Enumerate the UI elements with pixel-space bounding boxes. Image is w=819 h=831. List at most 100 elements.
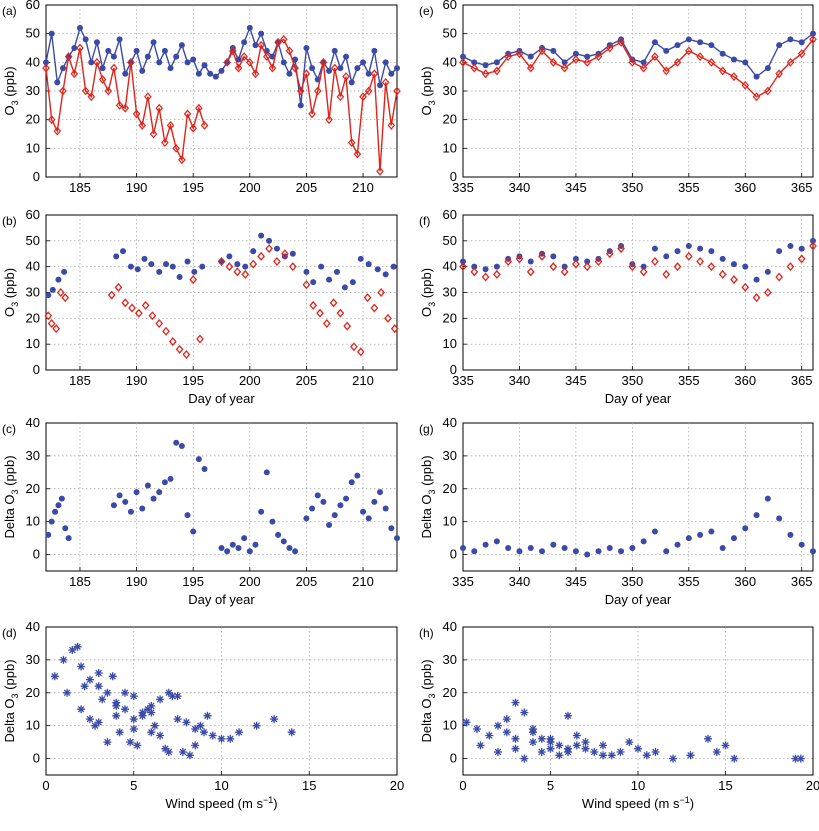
panel-g: 335 340 345 350 355 360 365 0 10 20 30 40 (g) Delta O… bbox=[419, 415, 816, 607]
data-point-star bbox=[168, 692, 177, 701]
x-axis-label-sup: −1 bbox=[679, 795, 689, 805]
data-point-red bbox=[594, 52, 603, 62]
data-point-star bbox=[634, 744, 642, 753]
data-point-blue bbox=[341, 284, 348, 291]
data-point-red bbox=[684, 251, 693, 261]
data-point-red bbox=[707, 57, 716, 67]
x-tick-label: 185 bbox=[69, 574, 91, 589]
data-point-blue bbox=[303, 515, 310, 522]
data-point-blue bbox=[178, 42, 185, 49]
y-axis-label-sub: 3 bbox=[10, 489, 20, 494]
data-point-red bbox=[741, 282, 750, 292]
data-point-red bbox=[148, 311, 157, 321]
y-tick-label: 10 bbox=[26, 140, 40, 155]
data-point-blue bbox=[595, 548, 602, 555]
data-point-blue bbox=[292, 56, 299, 63]
data-point-star bbox=[121, 705, 129, 714]
y-tick-label: 30 bbox=[26, 83, 40, 98]
data-point-red bbox=[56, 288, 65, 297]
data-point-star bbox=[791, 754, 800, 763]
data-point-red bbox=[549, 57, 558, 67]
data-point-star bbox=[599, 741, 607, 750]
data-point-blue bbox=[584, 53, 591, 60]
data-point-red bbox=[639, 63, 648, 73]
y-tick-label: 0 bbox=[33, 547, 40, 562]
data-point-blue bbox=[371, 47, 378, 54]
data-point-star bbox=[616, 748, 625, 756]
data-point-blue bbox=[252, 42, 259, 49]
data-point-red bbox=[281, 249, 289, 259]
x-tick-label: 365 bbox=[791, 373, 813, 388]
x-tick-label: 205 bbox=[296, 574, 318, 589]
data-point-blue bbox=[606, 544, 613, 551]
data-point-star bbox=[94, 669, 103, 677]
data-point-blue bbox=[133, 47, 140, 54]
y-tick-label: 60 bbox=[26, 207, 40, 222]
data-point-star bbox=[572, 731, 581, 740]
data-point-blue bbox=[730, 535, 737, 542]
data-point-blue bbox=[719, 50, 726, 57]
data-point-red bbox=[217, 257, 226, 266]
data-point-blue bbox=[201, 62, 208, 69]
data-point-star bbox=[129, 715, 138, 724]
data-point-star bbox=[164, 688, 173, 697]
data-point-red bbox=[257, 40, 265, 50]
data-point-blue bbox=[173, 439, 180, 446]
data-point-star bbox=[85, 715, 94, 724]
x-tick-label: 190 bbox=[126, 180, 148, 195]
x-tick-label: 345 bbox=[565, 574, 587, 589]
data-point-star bbox=[147, 708, 156, 717]
data-point-blue bbox=[139, 67, 146, 74]
y-tick-label: 10 bbox=[26, 514, 40, 529]
data-point-blue bbox=[161, 479, 168, 486]
data-point-red bbox=[309, 300, 318, 310]
data-point-red bbox=[673, 57, 682, 67]
y-tick-label: 20 bbox=[26, 310, 40, 325]
data-point-star bbox=[511, 698, 520, 707]
x-tick-label: 15 bbox=[302, 778, 316, 793]
data-point-red bbox=[651, 52, 659, 62]
x-tick-label: 355 bbox=[678, 373, 700, 388]
plot-area bbox=[462, 214, 814, 371]
y-tick-label: 10 bbox=[443, 336, 457, 351]
data-point-blue bbox=[674, 248, 681, 255]
data-point-blue bbox=[730, 56, 737, 63]
data-point-blue bbox=[550, 541, 557, 548]
y-axis-label: O3 (ppb) bbox=[2, 66, 20, 115]
data-point-star bbox=[185, 751, 194, 760]
data-point-red bbox=[64, 52, 73, 62]
data-point-star bbox=[94, 682, 103, 691]
data-point-star bbox=[143, 705, 152, 714]
data-point-red bbox=[347, 138, 356, 148]
data-point-blue bbox=[561, 263, 568, 270]
data-point-red bbox=[325, 115, 333, 125]
data-point-blue bbox=[246, 24, 253, 31]
x-tick-label: 195 bbox=[182, 373, 204, 388]
data-point-red bbox=[168, 337, 177, 347]
data-point-blue bbox=[764, 495, 771, 502]
data-point-star bbox=[80, 682, 89, 691]
data-point-blue bbox=[776, 248, 783, 255]
data-point-blue bbox=[45, 531, 52, 538]
data-point-blue bbox=[116, 36, 123, 43]
x-tick-label: 205 bbox=[296, 180, 318, 195]
data-point-blue bbox=[235, 544, 242, 551]
x-tick-label: 350 bbox=[622, 574, 644, 589]
data-point-blue bbox=[258, 508, 265, 515]
data-point-blue bbox=[719, 255, 726, 262]
data-point-red bbox=[797, 49, 806, 59]
data-point-blue bbox=[651, 528, 658, 535]
panel-a: 185 190 195 200 205 210 0 10 20 30 40 50 60 (a) O3 (pp… bbox=[2, 0, 401, 195]
data-point-blue bbox=[527, 544, 534, 551]
data-point-red bbox=[605, 43, 614, 53]
data-point-red bbox=[350, 342, 358, 352]
y-axis-label-sub: 3 bbox=[427, 302, 437, 307]
data-point-star bbox=[704, 734, 712, 743]
data-point-blue bbox=[753, 276, 760, 283]
data-point-blue bbox=[685, 535, 692, 542]
data-point-blue bbox=[169, 263, 176, 270]
data-point-red bbox=[594, 257, 603, 266]
data-point-blue bbox=[708, 528, 715, 535]
data-layer bbox=[45, 439, 400, 555]
